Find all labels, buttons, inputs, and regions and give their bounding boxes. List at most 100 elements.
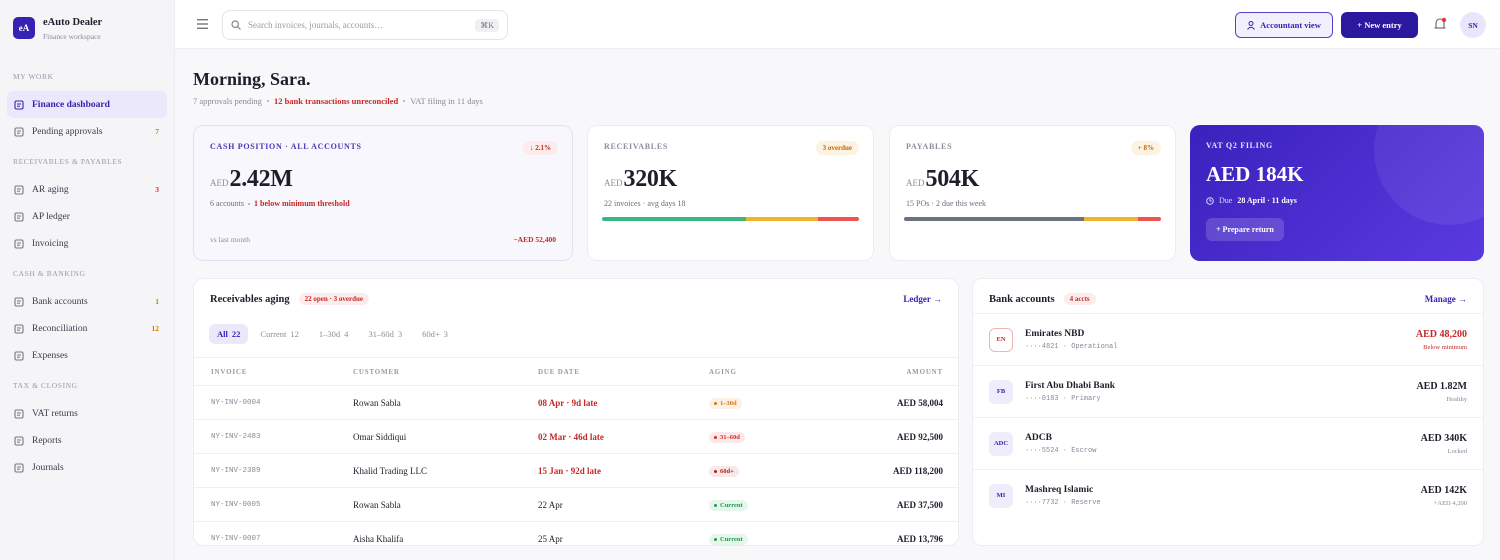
- nav-item[interactable]: Bank accounts 1: [7, 288, 167, 315]
- table-row[interactable]: NY-INV-0005 Rowan Sabla 22 Apr Current AED 3…: [194, 487, 958, 521]
- nav-item[interactable]: Journals: [7, 454, 167, 481]
- menu-icon[interactable]: [197, 19, 208, 29]
- vat-summary: VAT filing in 11 days: [410, 96, 483, 106]
- prepare-return-button[interactable]: + Prepare return: [1206, 218, 1284, 241]
- accountant-view-button[interactable]: Accountant view: [1235, 12, 1333, 38]
- nav-item[interactable]: AP ledger: [7, 203, 167, 230]
- unreconciled-summary[interactable]: 12 bank transactions unreconciled: [273, 96, 399, 106]
- manage-link[interactable]: Manage →: [1424, 294, 1467, 304]
- card-amount: AED 504K: [906, 166, 1159, 193]
- vat-card: VAT Q2 FILING AED 184K Due 28 April · 11 da…: [1190, 125, 1484, 261]
- meta-text: 15 POs · 2 due this week: [906, 199, 986, 208]
- table-row[interactable]: NY-INV-0004 Rowan Sabla 08 Apr · 9d late 1–…: [194, 385, 958, 419]
- aging-cell: 1–30d: [709, 397, 829, 409]
- card-label: PAYABLES: [906, 142, 953, 151]
- nav-item[interactable]: AR aging 3: [7, 176, 167, 203]
- greeting-title: Morning, Sara.: [193, 69, 311, 89]
- bank-status: Locked: [1447, 447, 1468, 455]
- tab-label: 1–30d: [318, 329, 341, 339]
- amount: AED 118,200: [892, 465, 943, 476]
- tab[interactable]: All 22: [209, 324, 249, 344]
- column-header: INVOICE: [211, 367, 248, 376]
- bank-name: Mashreq Islamic: [1025, 484, 1094, 495]
- due-date: 15 Jan · 92d late: [538, 465, 602, 476]
- table-row[interactable]: NY-INV-0007 Aisha Khalifa 25 Apr Current AED…: [194, 521, 958, 545]
- bank-initials: FB: [989, 379, 1013, 404]
- search-box[interactable]: Search invoices, journals, accounts… ⌘K: [222, 10, 508, 40]
- bank-initials: ADC: [989, 431, 1013, 456]
- bank-row[interactable]: MI Mashreq Islamic ····7732 · Reserve AED 1…: [973, 469, 1483, 521]
- separator: [403, 100, 406, 102]
- bar-segment: [904, 217, 1084, 221]
- amount: 504K: [925, 166, 980, 192]
- bank-balance: AED 142K: [1420, 484, 1467, 496]
- bank-name: Emirates NBD: [1025, 328, 1085, 339]
- nav-label: AP ledger: [32, 211, 70, 222]
- bank-info: ADCB ····5524 · Escrow: [1025, 433, 1096, 455]
- nav-label: Journals: [32, 462, 64, 473]
- nav-section-title: MY WORK: [13, 72, 54, 81]
- tab[interactable]: Current 12: [252, 324, 306, 344]
- nav-label: Finance dashboard: [32, 99, 110, 110]
- nav-item[interactable]: Pending approvals 7: [7, 118, 167, 145]
- nav-item[interactable]: Reconciliation 12: [7, 315, 167, 342]
- card-label: VAT Q2 FILING: [1206, 141, 1273, 150]
- tab[interactable]: 1–30d 4: [311, 324, 357, 344]
- aging-label: Current: [720, 535, 743, 543]
- sidebar: eA eAuto Dealer Finance workspace MY WOR…: [0, 0, 175, 560]
- nav-item[interactable]: Invoicing: [7, 230, 167, 257]
- nav-item[interactable]: Finance dashboard: [7, 91, 167, 118]
- bank-row[interactable]: ADC ADCB ····5524 · Escrow AED 340K Locked: [973, 417, 1483, 469]
- nav-item[interactable]: Reports: [7, 427, 167, 454]
- due-date: 28 April · 11 days: [1237, 196, 1297, 205]
- nav-label: Bank accounts: [32, 296, 88, 307]
- nav-item[interactable]: Expenses: [7, 342, 167, 369]
- table-row[interactable]: NY-INV-2483 Omar Siddiqui 02 Mar · 46d lat…: [194, 419, 958, 453]
- table-row[interactable]: NY-INV-2389 Khalid Trading LLC 15 Jan · 92…: [194, 453, 958, 487]
- due-date: 25 Apr: [538, 533, 563, 544]
- column-header: AGING: [709, 367, 737, 376]
- bank-name: First Abu Dhabi Bank: [1025, 380, 1116, 391]
- nav-section-title: CASH & BANKING: [13, 269, 86, 278]
- ledger-link[interactable]: Ledger →: [903, 294, 942, 304]
- card-badge: + 8%: [1130, 141, 1161, 155]
- tab[interactable]: 60d+ 3: [414, 324, 456, 344]
- aging-pill: 60d+: [709, 465, 739, 477]
- meta-text: 22 invoices · avg days 18: [604, 199, 686, 208]
- avatar[interactable]: SN: [1460, 12, 1486, 38]
- bar-segment: [817, 217, 859, 221]
- bank-balance-block: AED 340K Locked: [1421, 433, 1467, 455]
- nav-count: 3: [155, 185, 159, 194]
- bank-row[interactable]: EN Emirates NBD ····4821 · Operational AED …: [973, 313, 1483, 365]
- aging-pill: 31–60d: [709, 431, 745, 443]
- footer-label: vs last month: [210, 235, 251, 244]
- aging-dot: [714, 503, 717, 507]
- notifications[interactable]: [1433, 17, 1447, 32]
- separator: [266, 100, 269, 102]
- tab-count: 22: [231, 329, 241, 339]
- topbar: Search invoices, journals, accounts… ⌘K …: [175, 0, 1500, 49]
- customer: Rowan Sabla: [353, 499, 401, 510]
- card-label: CASH POSITION · ALL ACCOUNTS: [210, 142, 362, 151]
- logo[interactable]: eA: [13, 17, 35, 39]
- currency: AED: [604, 178, 623, 188]
- panel-title: Receivables aging: [210, 293, 290, 305]
- nav-item[interactable]: VAT returns: [7, 400, 167, 427]
- tab-count: 3: [397, 329, 403, 339]
- nav-label: AR aging: [32, 184, 69, 195]
- bank-balance-block: AED 1.82M Healthy: [1416, 381, 1467, 403]
- aging-cell: 31–60d: [709, 431, 829, 443]
- greeting-summary: 7 approvals pending 12 bank transactions…: [193, 96, 483, 106]
- tab-label: 60d+: [422, 329, 440, 339]
- aging-label: 1–30d: [720, 399, 737, 407]
- bank-row[interactable]: FB First Abu Dhabi Bank ····0183 · Primary…: [973, 365, 1483, 417]
- tab-label: 31–60d: [368, 329, 394, 339]
- column-header: DUE DATE: [538, 367, 580, 376]
- bank-balance-block: AED 48,200 Below minimum: [1416, 329, 1467, 351]
- button-label: Accountant view: [1260, 20, 1321, 30]
- tab[interactable]: 31–60d 3: [360, 324, 410, 344]
- new-entry-button[interactable]: + New entry: [1341, 12, 1418, 38]
- amount: AED 37,500: [896, 499, 943, 510]
